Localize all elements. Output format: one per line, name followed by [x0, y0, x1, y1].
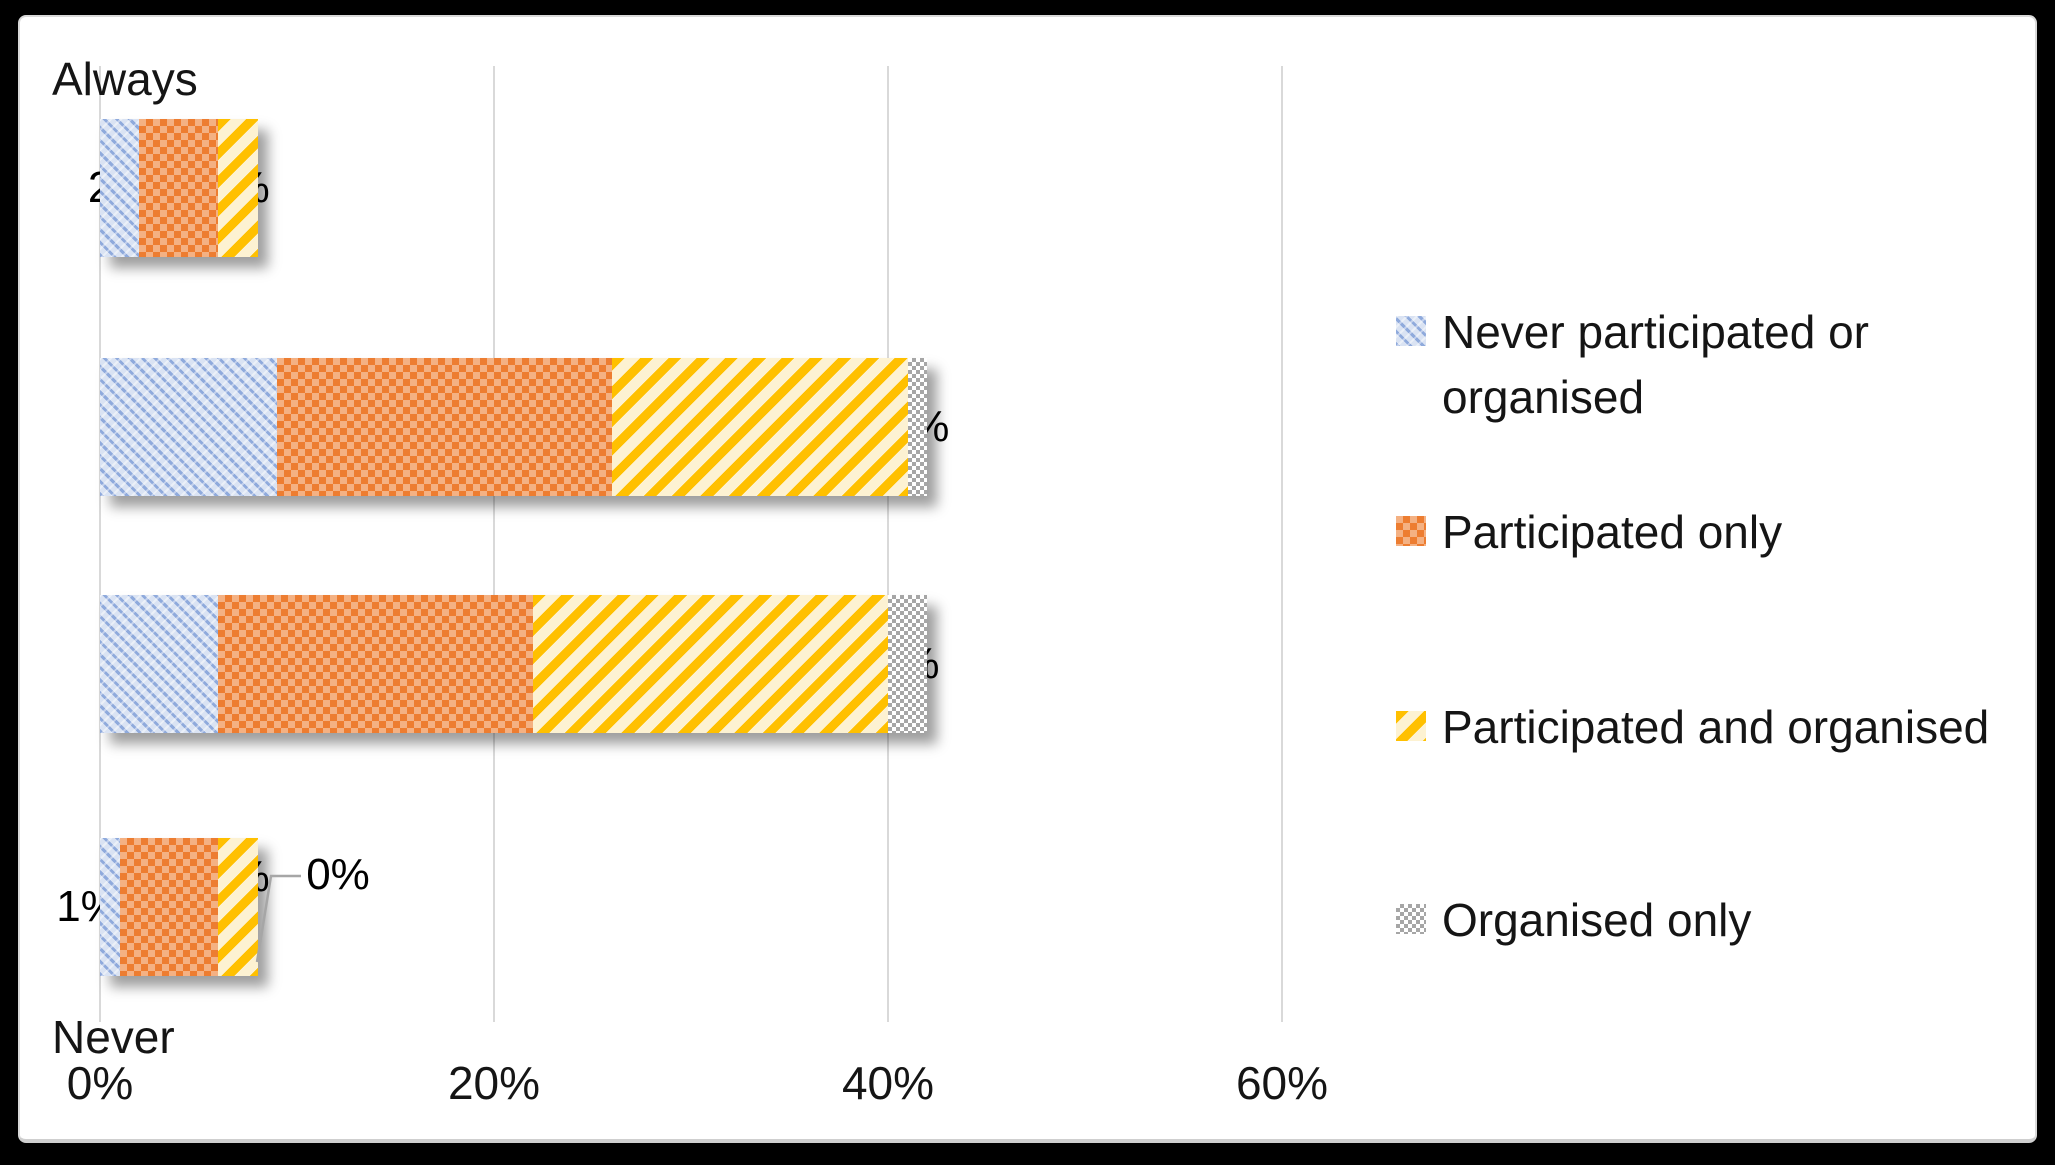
data-label-row3-series3: 0%: [306, 850, 370, 899]
bar-row-3: [100, 838, 258, 976]
legend-item-participated-only: Participated only: [1396, 500, 2036, 565]
bar-segment-row1-series3: [907, 358, 928, 496]
bar-segment-row3-series0: [100, 838, 120, 976]
gridline-20pct: [493, 66, 495, 1022]
legend-label: Participated and organised: [1442, 701, 1990, 753]
legend-item-organised-only: Organised only: [1396, 888, 2036, 953]
gridline-60pct: [1281, 66, 1283, 1022]
bar-segment-row1-series0: [100, 358, 278, 496]
legend-label: Participated only: [1442, 506, 1783, 558]
x-tick-40: 40%: [841, 1057, 935, 1109]
bar-segment-row3-series2: [218, 838, 258, 976]
x-tick-20: 20%: [447, 1057, 541, 1109]
legend-label: Never participated or organised: [1442, 306, 1869, 423]
gridline-0pct: [99, 66, 101, 1022]
bar-segment-row1-series1: [277, 358, 613, 496]
bar-row-2: [100, 595, 928, 733]
bar-row-0: [100, 119, 258, 257]
bar-segment-row1-series2: [612, 358, 908, 496]
gridline-40pct: [887, 66, 889, 1022]
bar-segment-row0-series1: [139, 119, 219, 257]
legend-swatch-blue-diagonal-icon: [1396, 316, 1426, 346]
legend-label: Organised only: [1442, 894, 1752, 946]
bar-segment-row2-series1: [218, 595, 534, 733]
x-tick-60: 60%: [1235, 1057, 1329, 1109]
y-axis-label-always: Always: [52, 53, 198, 105]
legend-swatch-yellow-stripe-icon: [1396, 711, 1426, 741]
legend-item-never-participated: Never participated or organised: [1396, 300, 2036, 430]
bar-segment-row3-series1: [119, 838, 219, 976]
bar-segment-row2-series2: [533, 595, 888, 733]
y-axis-label-never: Never: [52, 1011, 175, 1063]
legend-swatch-gray-checker-icon: [1396, 904, 1426, 934]
bar-segment-row2-series3: [887, 595, 928, 733]
x-tick-0: 0%: [66, 1057, 134, 1109]
legend-item-participated-and-organised: Participated and organised: [1396, 695, 2036, 760]
legend-swatch-orange-checker-icon: [1396, 516, 1426, 546]
bar-segment-row0-series0: [100, 119, 140, 257]
bar-row-1: [100, 358, 928, 496]
bar-segment-row2-series0: [100, 595, 219, 733]
chart-panel: [18, 15, 2037, 1143]
bar-segment-row0-series2: [218, 119, 258, 257]
